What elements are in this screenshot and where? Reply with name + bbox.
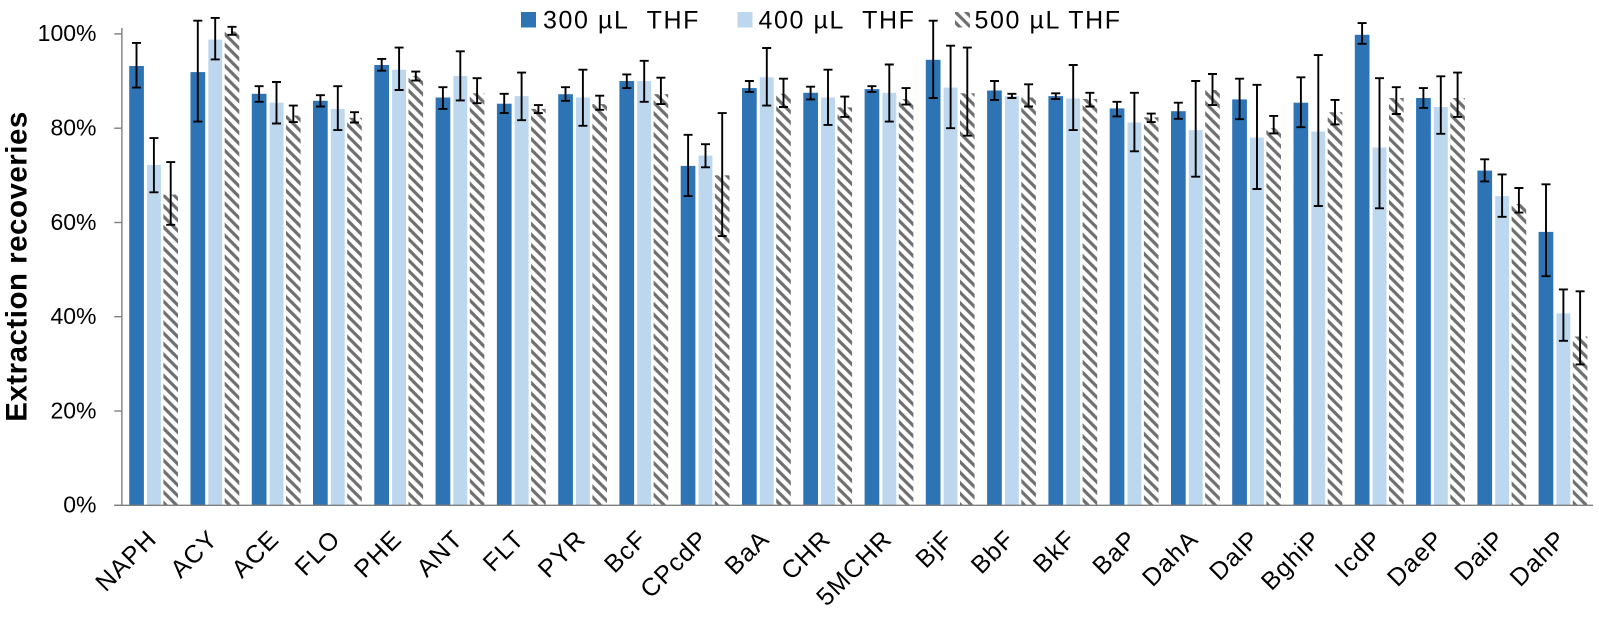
svg-text:40%: 40% — [50, 303, 96, 329]
svg-text:500 µL THF: 500 µL THF — [975, 6, 1122, 34]
svg-text:60%: 60% — [50, 209, 96, 235]
svg-text:300 µL THF: 300 µL THF — [543, 6, 700, 34]
svg-text:Extraction recoveries: Extraction recoveries — [1, 111, 34, 422]
svg-text:400 µL THF: 400 µL THF — [759, 6, 916, 34]
svg-text:100%: 100% — [38, 20, 97, 46]
svg-text:20%: 20% — [50, 397, 96, 423]
svg-text:0%: 0% — [63, 492, 96, 518]
svg-text:80%: 80% — [50, 115, 96, 141]
